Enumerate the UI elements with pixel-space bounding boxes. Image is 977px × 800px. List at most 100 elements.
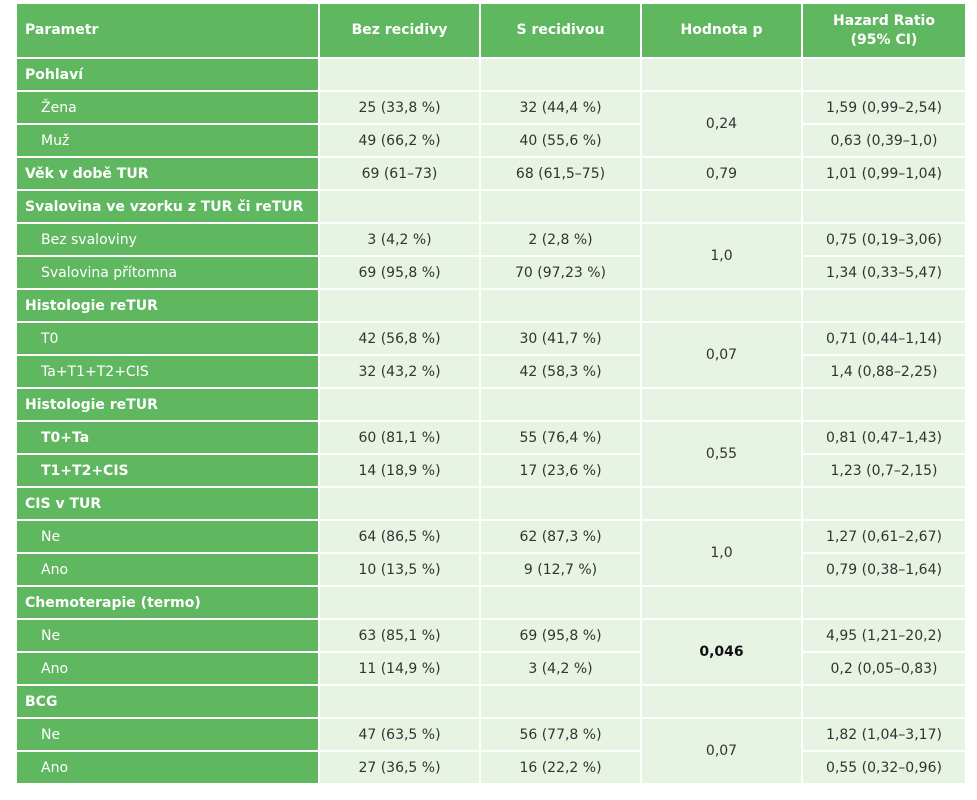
empty-cell: [802, 487, 965, 521]
table-row: Histologie reTUR: [17, 388, 965, 422]
cell-bez: 25 (33,8 %): [319, 91, 481, 125]
empty-cell: [802, 190, 965, 224]
table-row: Ne 63 (85,1 %) 69 (95,8 %) 0,046 4,95 (1…: [17, 619, 965, 686]
empty-cell: [480, 586, 642, 620]
section-label: Histologie reTUR: [17, 289, 320, 323]
cell-bez: 69 (61–73): [319, 157, 481, 191]
empty-cell: [319, 289, 481, 323]
table-row: Ne 64 (86,5 %) 62 (87,3 %) 1,0 1,27 (0,6…: [17, 520, 965, 587]
empty-cell: [641, 289, 803, 323]
cell-s: 9 (12,7 %): [480, 553, 642, 587]
empty-cell: [319, 190, 481, 224]
table-row: Věk v době TUR 69 (61–73) 68 (61,5–75) 0…: [17, 157, 965, 191]
row-label: Ne: [17, 718, 320, 752]
row-label: Žena: [17, 91, 320, 125]
empty-cell: [802, 388, 965, 422]
header-hodnota-p: Hodnota p: [641, 4, 803, 59]
header-hazard-ratio: Hazard Ratio (95% CI): [802, 4, 965, 59]
table-row: Bez svaloviny 3 (4,2 %) 2 (2,8 %) 1,0 0,…: [17, 223, 965, 290]
cell-bez: 49 (66,2 %): [319, 124, 481, 158]
table-row: CIS v TUR: [17, 487, 965, 521]
row-label: Svalovina přítomna: [17, 256, 320, 290]
header-hr-line2: (95% CI): [850, 31, 918, 48]
header-hr-line1: Hazard Ratio: [833, 12, 935, 29]
header-parametr: Parametr: [17, 4, 320, 59]
cell-hr: 4,95 (1,21–20,2): [802, 619, 965, 653]
cell-hr: 0,55 (0,32–0,96): [802, 751, 965, 785]
cell-bez: 64 (86,5 %): [319, 520, 481, 554]
cell-hr: 1,34 (0,33–5,47): [802, 256, 965, 290]
cell-p: 0,07: [641, 718, 803, 785]
cell-s: 2 (2,8 %): [480, 223, 642, 257]
empty-cell: [802, 58, 965, 92]
cell-bez: 32 (43,2 %): [319, 355, 481, 389]
row-label: Muž: [17, 124, 320, 158]
cell-hr: 0,81 (0,47–1,43): [802, 421, 965, 455]
cell-s: 3 (4,2 %): [480, 652, 642, 686]
cell-p: 1,0: [641, 520, 803, 587]
cell-s: 55 (76,4 %): [480, 421, 642, 455]
empty-cell: [480, 685, 642, 719]
table-row: T0 42 (56,8 %) 30 (41,7 %) 0,07 0,71 (0,…: [17, 322, 965, 389]
row-label: Ano: [17, 553, 320, 587]
empty-cell: [641, 190, 803, 224]
empty-cell: [802, 586, 965, 620]
empty-cell: [319, 388, 481, 422]
cell-p-significant: 0,046: [641, 619, 803, 686]
cell-bez: 42 (56,8 %): [319, 322, 481, 356]
cell-hr: 1,27 (0,61–2,67): [802, 520, 965, 554]
cell-s: 16 (22,2 %): [480, 751, 642, 785]
cell-s: 40 (55,6 %): [480, 124, 642, 158]
cell-bez: 3 (4,2 %): [319, 223, 481, 257]
empty-cell: [641, 586, 803, 620]
empty-cell: [319, 586, 481, 620]
cell-p: 0,55: [641, 421, 803, 488]
table-row: Ano 27 (36,5 %) 16 (22,2 %) 0,55 (0,32–0…: [17, 751, 965, 785]
cell-p: 0,07: [641, 322, 803, 389]
cell-s: 62 (87,3 %): [480, 520, 642, 554]
empty-cell: [641, 487, 803, 521]
table-row: Ta+T1+T2+CIS 32 (43,2 %) 42 (58,3 %) 1,4…: [17, 355, 965, 389]
table-row: Svalovina přítomna 69 (95,8 %) 70 (97,23…: [17, 256, 965, 290]
table-row: Ano 10 (13,5 %) 9 (12,7 %) 0,79 (0,38–1,…: [17, 553, 965, 587]
empty-cell: [480, 58, 642, 92]
cell-s: 70 (97,23 %): [480, 256, 642, 290]
section-label: Věk v době TUR: [17, 157, 320, 191]
cell-bez: 10 (13,5 %): [319, 553, 481, 587]
cell-p: 0,79: [641, 157, 803, 191]
section-label: Pohlaví: [17, 58, 320, 92]
cell-hr: 0,63 (0,39–1,0): [802, 124, 965, 158]
empty-cell: [802, 685, 965, 719]
table-row: Ano 11 (14,9 %) 3 (4,2 %) 0,2 (0,05–0,83…: [17, 652, 965, 686]
row-label: Ano: [17, 751, 320, 785]
table-row: BCG: [17, 685, 965, 719]
row-label: Ano: [17, 652, 320, 686]
empty-cell: [641, 388, 803, 422]
section-label: BCG: [17, 685, 320, 719]
cell-hr: 1,82 (1,04–3,17): [802, 718, 965, 752]
cell-bez: 60 (81,1 %): [319, 421, 481, 455]
empty-cell: [319, 487, 481, 521]
table-row: Ne 47 (63,5 %) 56 (77,8 %) 0,07 1,82 (1,…: [17, 718, 965, 785]
cell-bez: 63 (85,1 %): [319, 619, 481, 653]
cell-hr: 0,71 (0,44–1,14): [802, 322, 965, 356]
cell-s: 69 (95,8 %): [480, 619, 642, 653]
empty-cell: [802, 289, 965, 323]
table-row: Chemoterapie (termo): [17, 586, 965, 620]
row-label: Ne: [17, 520, 320, 554]
cell-hr: 0,2 (0,05–0,83): [802, 652, 965, 686]
header-bez-recidivy: Bez recidivy: [319, 4, 481, 59]
cell-p: 1,0: [641, 223, 803, 290]
section-label: Histologie reTUR: [17, 388, 320, 422]
table-row: Svalovina ve vzorku z TUR či reTUR: [17, 190, 965, 224]
cell-s: 68 (61,5–75): [480, 157, 642, 191]
cell-bez: 69 (95,8 %): [319, 256, 481, 290]
empty-cell: [480, 289, 642, 323]
row-label: T0+Ta: [17, 421, 320, 455]
empty-cell: [641, 685, 803, 719]
header-s-recidivou: S recidivou: [480, 4, 642, 59]
cell-hr: 0,79 (0,38–1,64): [802, 553, 965, 587]
cell-hr: 1,23 (0,7–2,15): [802, 454, 965, 488]
cell-bez: 47 (63,5 %): [319, 718, 481, 752]
table-row: T1+T2+CIS 14 (18,9 %) 17 (23,6 %) 1,23 (…: [17, 454, 965, 488]
